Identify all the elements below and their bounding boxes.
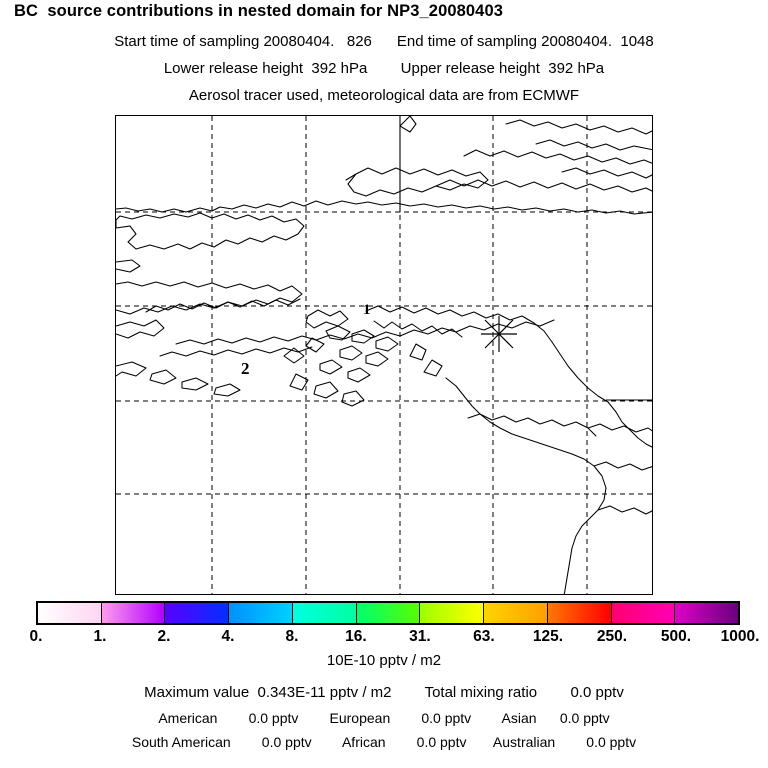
stats-sources-line-2: South American 0.0 pptv African 0.0 pptv… [131, 734, 637, 750]
colorbar-segment [101, 603, 166, 623]
colorbar-segment [611, 603, 676, 623]
colorbar-tick: 125. [532, 628, 564, 645]
colorbar-segment [675, 603, 739, 623]
colorbar-segment [165, 603, 230, 623]
coastlines [116, 116, 652, 594]
star-marker-glyph [481, 316, 517, 352]
colorbar-segment [420, 603, 485, 623]
colorbar-tick: 8. [285, 628, 299, 645]
colorbar-unit-label: 10E-10 pptv / m2 [326, 652, 442, 669]
colorbar-tick: 500. [660, 628, 692, 645]
colorbar-tick: 63. [473, 628, 495, 645]
colorbar-segment [547, 603, 612, 623]
sampling-time-line: Start time of sampling 20080404. 826 End… [114, 33, 654, 50]
colorbar-segment [229, 603, 293, 623]
political-borders [399, 116, 652, 401]
colorbar-tick: 0. [29, 628, 43, 645]
colorbar-segment [38, 603, 102, 623]
tracer-meteo-line: Aerosol tracer used, meteorological data… [188, 87, 580, 104]
colorbar-tick: 16. [345, 628, 367, 645]
colorbar-tick: 4. [221, 628, 235, 645]
colorbar-segment [356, 603, 421, 623]
colorbar-tick: 2. [157, 628, 171, 645]
map-plot-area: 2 1 [115, 115, 653, 595]
colorbar-tick: 1000. [720, 628, 760, 645]
page-title: BC source contributions in nested domain… [14, 2, 504, 20]
gridlines [116, 116, 652, 594]
region-label-1: 1 [363, 302, 371, 318]
region-label-2: 2 [241, 359, 250, 378]
map-canvas [116, 116, 652, 594]
colorbar-tick-labels: 0. 1. 2. 4. 8. 16. 31. 63. 125. 250. 500. 1000. [0, 628, 768, 648]
colorbar-tick: 250. [596, 628, 628, 645]
release-height-line: Lower release height 392 hPa Upper relea… [163, 60, 605, 77]
stats-sources-line-1: American 0.0 pptv European 0.0 pptv Asia… [158, 710, 610, 726]
colorbar-tick: 1. [93, 628, 107, 645]
colorbar-segment [484, 603, 548, 623]
colorbar [36, 601, 740, 625]
stats-max-line: Maximum value 0.343E-11 pptv / m2 Total … [144, 684, 624, 701]
colorbar-segment [292, 603, 357, 623]
colorbar-gradient [36, 601, 740, 625]
colorbar-tick: 31. [409, 628, 431, 645]
